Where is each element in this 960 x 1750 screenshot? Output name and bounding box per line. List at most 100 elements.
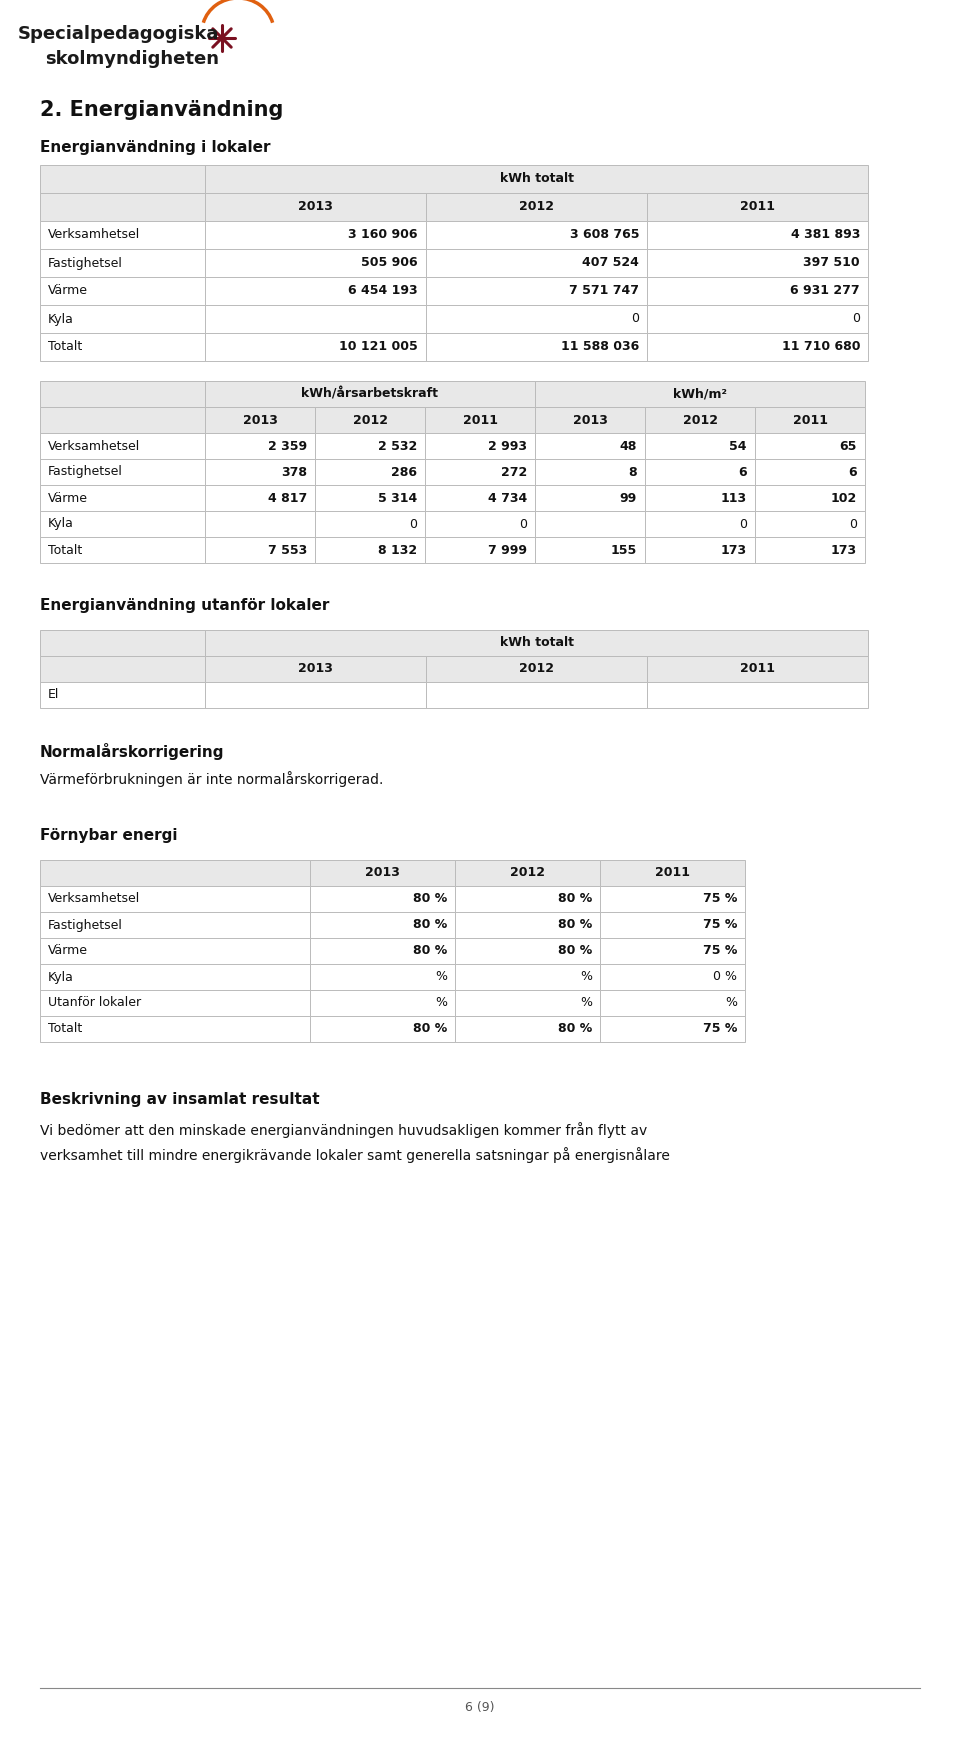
Text: 4 734: 4 734 [488,492,527,504]
Bar [40,537,205,564]
Bar [425,511,535,537]
Text: 0: 0 [852,313,860,326]
Bar [600,1017,745,1041]
Text: 2012: 2012 [519,201,554,214]
Bar [310,912,455,938]
Text: 155: 155 [611,544,637,556]
Text: 2. Energianvändning: 2. Energianvändning [40,100,283,121]
Bar [40,886,310,912]
Bar [600,938,745,964]
Text: 2013: 2013 [572,413,608,427]
Text: 113: 113 [721,492,747,504]
Bar [600,886,745,912]
Text: Förnybar energi: Förnybar energi [40,828,178,844]
Bar [40,656,205,682]
Bar [647,304,868,332]
Text: 4 381 893: 4 381 893 [791,229,860,242]
Bar [647,248,868,276]
Text: Kyla: Kyla [48,971,74,984]
Bar [426,192,647,220]
Bar [315,537,425,564]
Text: 11 588 036: 11 588 036 [561,341,639,354]
Text: 2011: 2011 [793,413,828,427]
Text: 80 %: 80 % [413,919,447,931]
Text: 75 %: 75 % [703,892,737,905]
Bar [205,485,315,511]
Bar [205,192,426,220]
Text: %: % [725,996,737,1010]
Bar [455,938,600,964]
Bar [40,164,205,192]
Text: 0: 0 [409,518,417,530]
Text: 0: 0 [739,518,747,530]
Bar [40,276,205,304]
Bar [40,304,205,332]
Bar [645,485,755,511]
Bar [647,220,868,248]
Bar [647,656,868,682]
Text: 75 %: 75 % [703,919,737,931]
Bar [755,458,865,485]
Bar [535,537,645,564]
Text: 0: 0 [519,518,527,530]
Text: Värmeförbrukningen är inte normalårskorrigerad.: Värmeförbrukningen är inte normalårskorr… [40,772,383,788]
Text: Fastighetsel: Fastighetsel [48,919,123,931]
Text: 80 %: 80 % [558,892,592,905]
Bar [205,220,426,248]
Bar [205,630,868,656]
Text: 6 931 277: 6 931 277 [790,285,860,298]
Text: 8: 8 [629,466,637,478]
Text: 3 608 765: 3 608 765 [569,229,639,242]
Bar [315,408,425,432]
Bar [40,859,310,886]
Text: 2011: 2011 [740,663,775,676]
Text: Värme: Värme [48,285,88,298]
Bar [40,382,205,408]
Bar [40,432,205,458]
Bar [426,276,647,304]
Text: 80 %: 80 % [413,945,447,957]
Bar [40,485,205,511]
Bar [455,886,600,912]
Text: 8 132: 8 132 [378,544,417,556]
Bar [426,332,647,360]
Text: Totalt: Totalt [48,1022,83,1036]
Text: 2012: 2012 [352,413,388,427]
Text: Fastighetsel: Fastighetsel [48,466,123,478]
Text: 173: 173 [721,544,747,556]
Bar [455,1017,600,1041]
Text: 6 454 193: 6 454 193 [348,285,418,298]
Bar [315,458,425,485]
Bar [755,511,865,537]
Bar [310,938,455,964]
Bar [455,859,600,886]
Bar [645,458,755,485]
Bar [40,938,310,964]
Bar [455,912,600,938]
Text: Normalårskorrigering: Normalårskorrigering [40,744,225,760]
Text: 378: 378 [281,466,307,478]
Bar [535,382,865,408]
Bar [310,859,455,886]
Bar [535,511,645,537]
Bar [205,408,315,432]
Bar [310,1017,455,1041]
Bar [40,458,205,485]
Bar [40,964,310,990]
Text: 80 %: 80 % [558,1022,592,1036]
Bar [755,537,865,564]
Bar [310,886,455,912]
Bar [205,164,868,192]
Bar [205,332,426,360]
Text: Vi bedömer att den minskade energianvändningen huvudsakligen kommer från flytt a: Vi bedömer att den minskade energianvänd… [40,1122,670,1164]
Bar [426,248,647,276]
Text: Energianvändning i lokaler: Energianvändning i lokaler [40,140,271,156]
Text: 2013: 2013 [298,201,333,214]
Text: Värme: Värme [48,945,88,957]
Text: %: % [435,996,447,1010]
Bar [600,912,745,938]
Bar [40,511,205,537]
Bar [205,458,315,485]
Bar [426,682,647,709]
Bar [315,432,425,458]
